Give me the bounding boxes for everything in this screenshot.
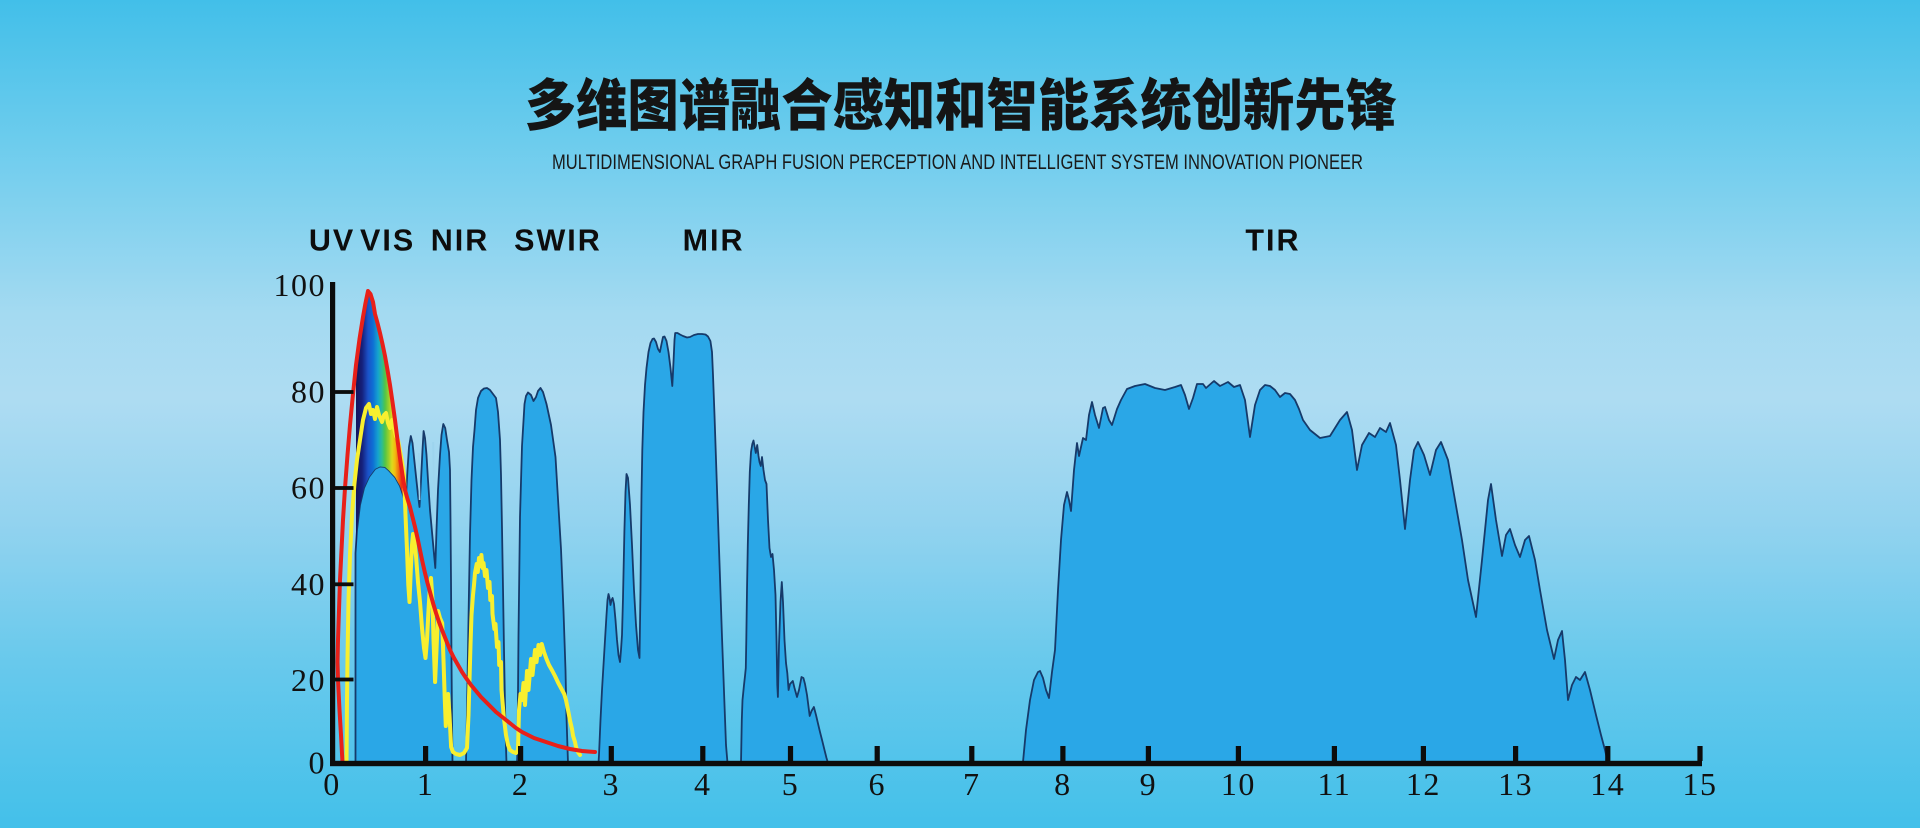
svg-text:8: 8	[1054, 766, 1072, 802]
svg-text:5: 5	[782, 766, 800, 802]
svg-text:7: 7	[963, 766, 981, 802]
svg-text:1: 1	[417, 766, 435, 802]
svg-text:9: 9	[1140, 766, 1158, 802]
svg-text:0: 0	[323, 766, 341, 802]
svg-text:6: 6	[868, 766, 886, 802]
svg-text:UV: UV	[309, 224, 355, 258]
svg-text:10: 10	[1221, 766, 1256, 802]
svg-text:3: 3	[603, 766, 621, 802]
svg-text:13: 13	[1498, 766, 1533, 802]
svg-text:15: 15	[1683, 766, 1718, 802]
svg-text:NIR: NIR	[431, 224, 490, 258]
svg-text:14: 14	[1590, 766, 1625, 802]
svg-text:2: 2	[512, 766, 530, 802]
svg-text:0: 0	[309, 745, 327, 781]
svg-text:MIR: MIR	[683, 224, 745, 258]
svg-text:4: 4	[694, 766, 712, 802]
svg-text:SWIR: SWIR	[514, 224, 602, 258]
svg-text:MULTIDIMENSIONAL GRAPH FUSION: MULTIDIMENSIONAL GRAPH FUSION PERCEPTION…	[552, 151, 1363, 174]
svg-text:40: 40	[291, 566, 326, 602]
svg-text:VIS: VIS	[360, 224, 415, 258]
svg-text:100: 100	[274, 267, 327, 303]
svg-text:12: 12	[1406, 766, 1441, 802]
svg-text:20: 20	[291, 662, 326, 698]
svg-text:80: 80	[291, 374, 326, 410]
svg-text:11: 11	[1317, 766, 1351, 802]
svg-text:60: 60	[291, 470, 326, 506]
svg-text:TIR: TIR	[1245, 224, 1300, 258]
